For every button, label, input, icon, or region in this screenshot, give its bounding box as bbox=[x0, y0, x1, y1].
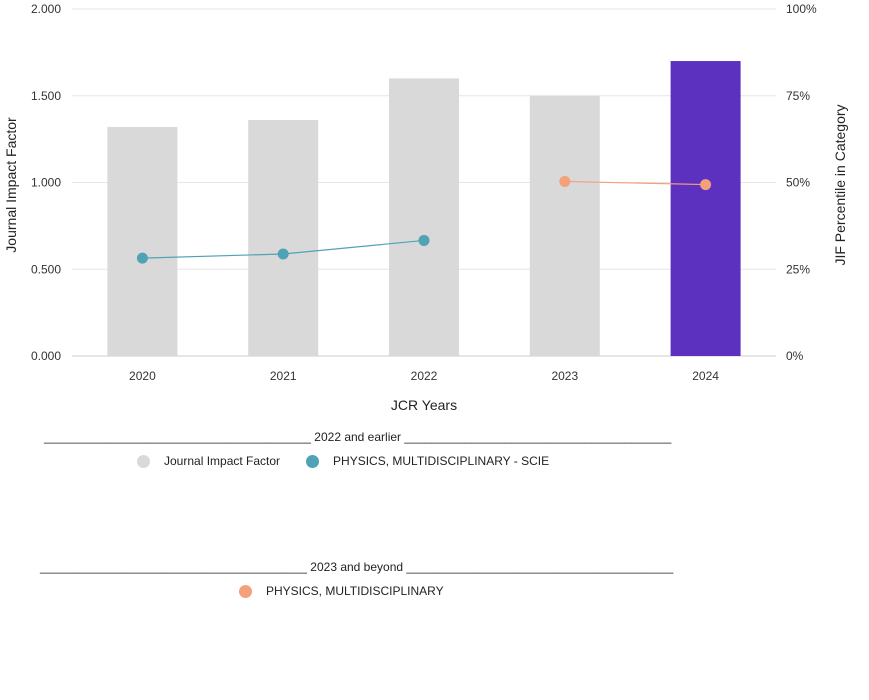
x-tick-label: 2021 bbox=[270, 369, 297, 383]
x-tick-label: 2020 bbox=[129, 369, 156, 383]
legend-group-title: 2022 and earlier bbox=[314, 430, 402, 444]
y2-axis-title: JIF Percentile in Category bbox=[832, 104, 848, 265]
bar-2020 bbox=[107, 126, 178, 356]
y2-tick-label: 50% bbox=[786, 176, 810, 190]
y2-tick-label: 25% bbox=[786, 262, 810, 276]
legend-divider: ________________________________________… bbox=[40, 560, 673, 574]
legend-item-jif[interactable]: Journal Impact Factor bbox=[137, 454, 280, 468]
divider-rule-right: ________________________________________ bbox=[406, 560, 674, 574]
bar-series bbox=[107, 61, 741, 357]
legend-item-scie[interactable]: PHYSICS, MULTIDISCIPLINARY - SCIE bbox=[306, 454, 549, 468]
y-axis-title: Journal Impact Factor bbox=[3, 117, 19, 253]
y-tick-label: 0.500 bbox=[31, 262, 61, 276]
y2-tick-label: 0% bbox=[786, 349, 804, 363]
divider-rule-left: ________________________________________ bbox=[44, 430, 311, 444]
legend-label: Journal Impact Factor bbox=[164, 454, 281, 468]
y-tick-label: 1.000 bbox=[31, 176, 61, 190]
legend-swatch-physics bbox=[239, 584, 252, 598]
bar-2022 bbox=[389, 78, 459, 357]
legend-item-physics[interactable]: PHYSICS, MULTIDISCIPLINARY bbox=[239, 584, 444, 598]
x-tick-label: 2022 bbox=[411, 369, 438, 383]
bar-2021 bbox=[248, 120, 319, 356]
legend-label: PHYSICS, MULTIDISCIPLINARY - SCIE bbox=[333, 454, 550, 468]
series-line bbox=[564, 180, 706, 186]
divider-rule-left: ________________________________________ bbox=[40, 560, 307, 574]
bar-2023 bbox=[529, 95, 600, 356]
data-point bbox=[700, 179, 712, 191]
x-axis-title: JCR Years bbox=[391, 397, 457, 413]
x-tick-label: 2023 bbox=[551, 369, 578, 383]
bar-2024 bbox=[670, 61, 741, 357]
data-point bbox=[277, 248, 289, 260]
legend-row: PHYSICS, MULTIDISCIPLINARY bbox=[239, 584, 470, 598]
data-point bbox=[136, 252, 148, 264]
data-point bbox=[418, 234, 430, 246]
y-tick-label: 2.000 bbox=[31, 2, 61, 16]
data-point bbox=[559, 175, 571, 187]
tick-labels: 0.000 0% 0.500 25% 1.000 50% 1.500 75% 2.000 100%… bbox=[31, 2, 817, 383]
legend-row: Journal Impact Factor PHYSICS, MULTIDISC… bbox=[137, 454, 575, 468]
y-tick-label: 1.500 bbox=[31, 89, 61, 103]
legend-divider: ________________________________________… bbox=[44, 430, 671, 444]
y2-tick-label: 75% bbox=[786, 89, 810, 103]
x-tick-label: 2024 bbox=[692, 369, 719, 383]
divider-rule-right: ________________________________________ bbox=[404, 430, 672, 444]
legend-swatch-scie bbox=[306, 454, 320, 468]
legend-group-title: 2023 and beyond bbox=[310, 560, 404, 574]
legend-swatch-jif bbox=[137, 454, 150, 468]
jif-chart: 0.000 0% 0.500 25% 1.000 50% 1.500 75% 2.000 100%… bbox=[3, 2, 848, 413]
line-series bbox=[136, 175, 712, 264]
y-tick-label: 0.000 bbox=[31, 349, 61, 363]
y2-tick-label: 100% bbox=[786, 2, 817, 16]
legend-label: PHYSICS, MULTIDISCIPLINARY bbox=[266, 584, 444, 598]
